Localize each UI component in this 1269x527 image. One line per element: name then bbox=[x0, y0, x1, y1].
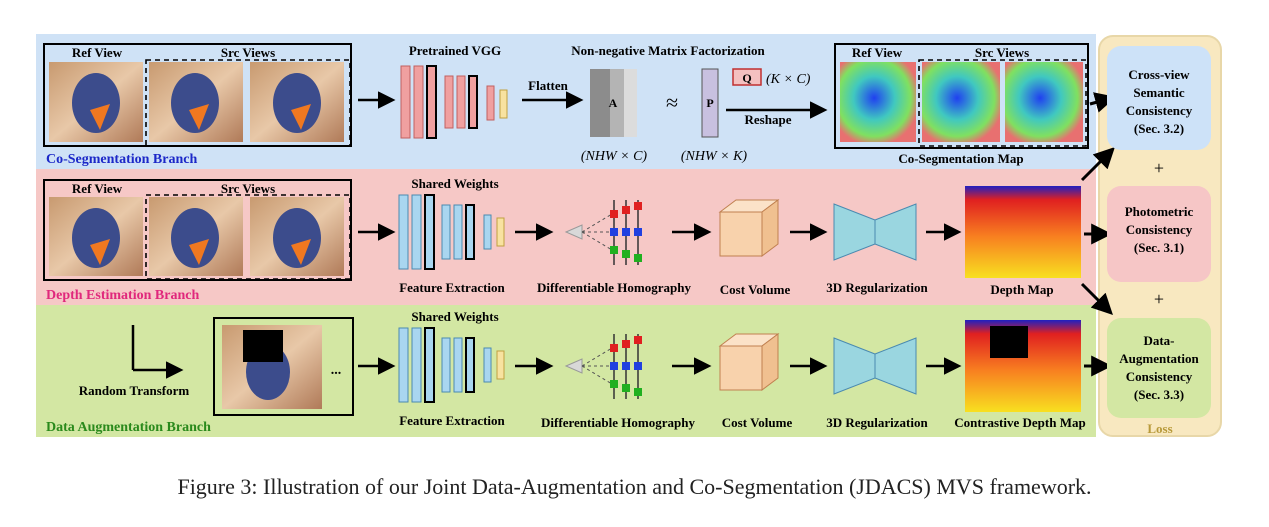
framework-diagram: Ref View Src Views Co-Segmentation Branc… bbox=[36, 34, 1222, 437]
homography-aug bbox=[564, 334, 642, 399]
depth-ref-view-label: Ref View bbox=[72, 181, 123, 196]
depth-homography-label: Differentiable Homography bbox=[537, 280, 691, 295]
occlusion-mask bbox=[990, 326, 1028, 358]
aug-shared-weights: Shared Weights bbox=[411, 309, 498, 324]
matrix-q: Q bbox=[732, 68, 762, 86]
depth-regularization-label: 3D Regularization bbox=[826, 280, 928, 295]
toy-beak bbox=[90, 239, 110, 265]
depth-feature-extraction: Feature Extraction bbox=[399, 280, 505, 295]
toy-beak bbox=[291, 239, 311, 265]
figure-caption: Figure 3: Illustration of our Joint Data… bbox=[177, 474, 1092, 499]
contrastive-depth-map-label: Contrastive Depth Map bbox=[954, 415, 1085, 430]
regularizer-aug bbox=[874, 337, 917, 395]
toy-figure bbox=[171, 73, 219, 133]
coseg-ref-view-label: Ref View bbox=[72, 45, 123, 60]
toy-beak bbox=[291, 104, 311, 130]
aug-homography-label: Differentiable Homography bbox=[541, 415, 695, 430]
random-transform-arrow bbox=[131, 325, 184, 379]
coseg-branch-label: Co-Segmentation Branch bbox=[46, 152, 197, 167]
toy-figure bbox=[72, 208, 120, 268]
aug-regularization-label: 3D Regularization bbox=[826, 415, 928, 430]
svg-text:Consistency: Consistency bbox=[1126, 369, 1193, 384]
svg-text:Cross-view: Cross-view bbox=[1128, 67, 1190, 82]
arrow bbox=[1080, 282, 1113, 315]
toy-beak bbox=[189, 104, 209, 130]
cost-volume-depth bbox=[718, 199, 780, 257]
regularizer-depth bbox=[874, 203, 917, 261]
depth-map-image bbox=[965, 186, 1081, 278]
aug-feature-extraction: Feature Extraction bbox=[399, 413, 505, 428]
svg-text:Augmentation: Augmentation bbox=[1119, 351, 1199, 366]
homography-depth bbox=[564, 200, 642, 265]
cost-volume-aug bbox=[718, 333, 780, 391]
approx-symbol: ≈ bbox=[666, 90, 678, 115]
aug-branch-label: Data Augmentation Branch bbox=[46, 420, 211, 435]
coseg-out-ref-label: Ref View bbox=[852, 45, 903, 60]
svg-text:Photometric: Photometric bbox=[1125, 204, 1194, 219]
depth-branch-label: Depth Estimation Branch bbox=[46, 288, 199, 303]
loss-photometric: Photometric Consistency (Sec. 3.1) bbox=[1107, 186, 1211, 282]
toy-beak bbox=[90, 104, 110, 130]
svg-text:A: A bbox=[609, 96, 618, 110]
toy-figure bbox=[171, 208, 219, 268]
flatten-label: Flatten bbox=[528, 78, 568, 93]
depth-cost-volume-label: Cost Volume bbox=[720, 282, 791, 297]
coseg-map-src-1 bbox=[922, 62, 1000, 142]
p-dim: (NHW × K) bbox=[681, 149, 748, 164]
svg-text:Semantic: Semantic bbox=[1133, 85, 1185, 100]
coseg-map-ref bbox=[840, 62, 916, 142]
depth-input-views: Ref View Src Views bbox=[43, 179, 352, 281]
svg-text:Consistency: Consistency bbox=[1126, 222, 1193, 237]
aug-branch-bg bbox=[36, 305, 1096, 437]
loss-label: Loss bbox=[1147, 421, 1172, 436]
coseg-map-src-2 bbox=[1005, 62, 1083, 142]
depth-map-label: Depth Map bbox=[990, 282, 1053, 297]
coseg-output-maps: Ref View Src Views bbox=[834, 43, 1089, 149]
vgg-network bbox=[400, 65, 508, 139]
svg-text:P: P bbox=[706, 96, 713, 110]
plus-sign: + bbox=[1154, 158, 1164, 178]
feature-extractor-depth bbox=[398, 194, 505, 270]
coseg-out-src-label: Src Views bbox=[975, 45, 1029, 60]
svg-text:Q: Q bbox=[742, 71, 751, 85]
depth-src-views-label: Src Views bbox=[221, 181, 275, 196]
aug-input-views: ... bbox=[213, 317, 354, 416]
svg-text:Data-: Data- bbox=[1143, 333, 1174, 348]
aug-ellipsis: ... bbox=[331, 363, 342, 378]
toy-figure bbox=[273, 73, 321, 133]
toy-beak bbox=[189, 239, 209, 265]
depth-shared-weights: Shared Weights bbox=[411, 176, 498, 191]
arrow bbox=[1080, 147, 1115, 182]
occlusion-mask bbox=[243, 330, 283, 362]
coseg-map-label: Co-Segmentation Map bbox=[898, 151, 1023, 166]
matrix-a: A bbox=[590, 69, 637, 137]
toy-figure bbox=[273, 208, 321, 268]
random-transform-label: Random Transform bbox=[79, 383, 190, 398]
nmf-label: Non-negative Matrix Factorization bbox=[571, 43, 765, 58]
coseg-src-views-label: Src Views bbox=[221, 45, 275, 60]
coseg-input-views: Ref View Src Views bbox=[43, 43, 352, 147]
svg-text:Consistency: Consistency bbox=[1126, 103, 1193, 118]
a-dim: (NHW × C) bbox=[581, 149, 648, 164]
reshape-label: Reshape bbox=[745, 112, 792, 127]
svg-text:(Sec. 3.1): (Sec. 3.1) bbox=[1134, 240, 1184, 255]
plus-sign: + bbox=[1154, 289, 1164, 309]
matrix-p: P bbox=[701, 68, 719, 138]
aug-cost-volume-label: Cost Volume bbox=[722, 415, 793, 430]
toy-figure bbox=[72, 73, 120, 133]
q-dim: (K × C) bbox=[766, 72, 811, 87]
vgg-label: Pretrained VGG bbox=[409, 43, 501, 58]
feature-extractor-aug bbox=[398, 327, 505, 403]
svg-text:(Sec. 3.3): (Sec. 3.3) bbox=[1134, 387, 1184, 402]
loss-augmentation: Data- Augmentation Consistency (Sec. 3.3… bbox=[1107, 318, 1211, 418]
loss-semantic: Cross-view Semantic Consistency (Sec. 3.… bbox=[1107, 46, 1211, 150]
svg-text:(Sec. 3.2): (Sec. 3.2) bbox=[1134, 121, 1184, 136]
